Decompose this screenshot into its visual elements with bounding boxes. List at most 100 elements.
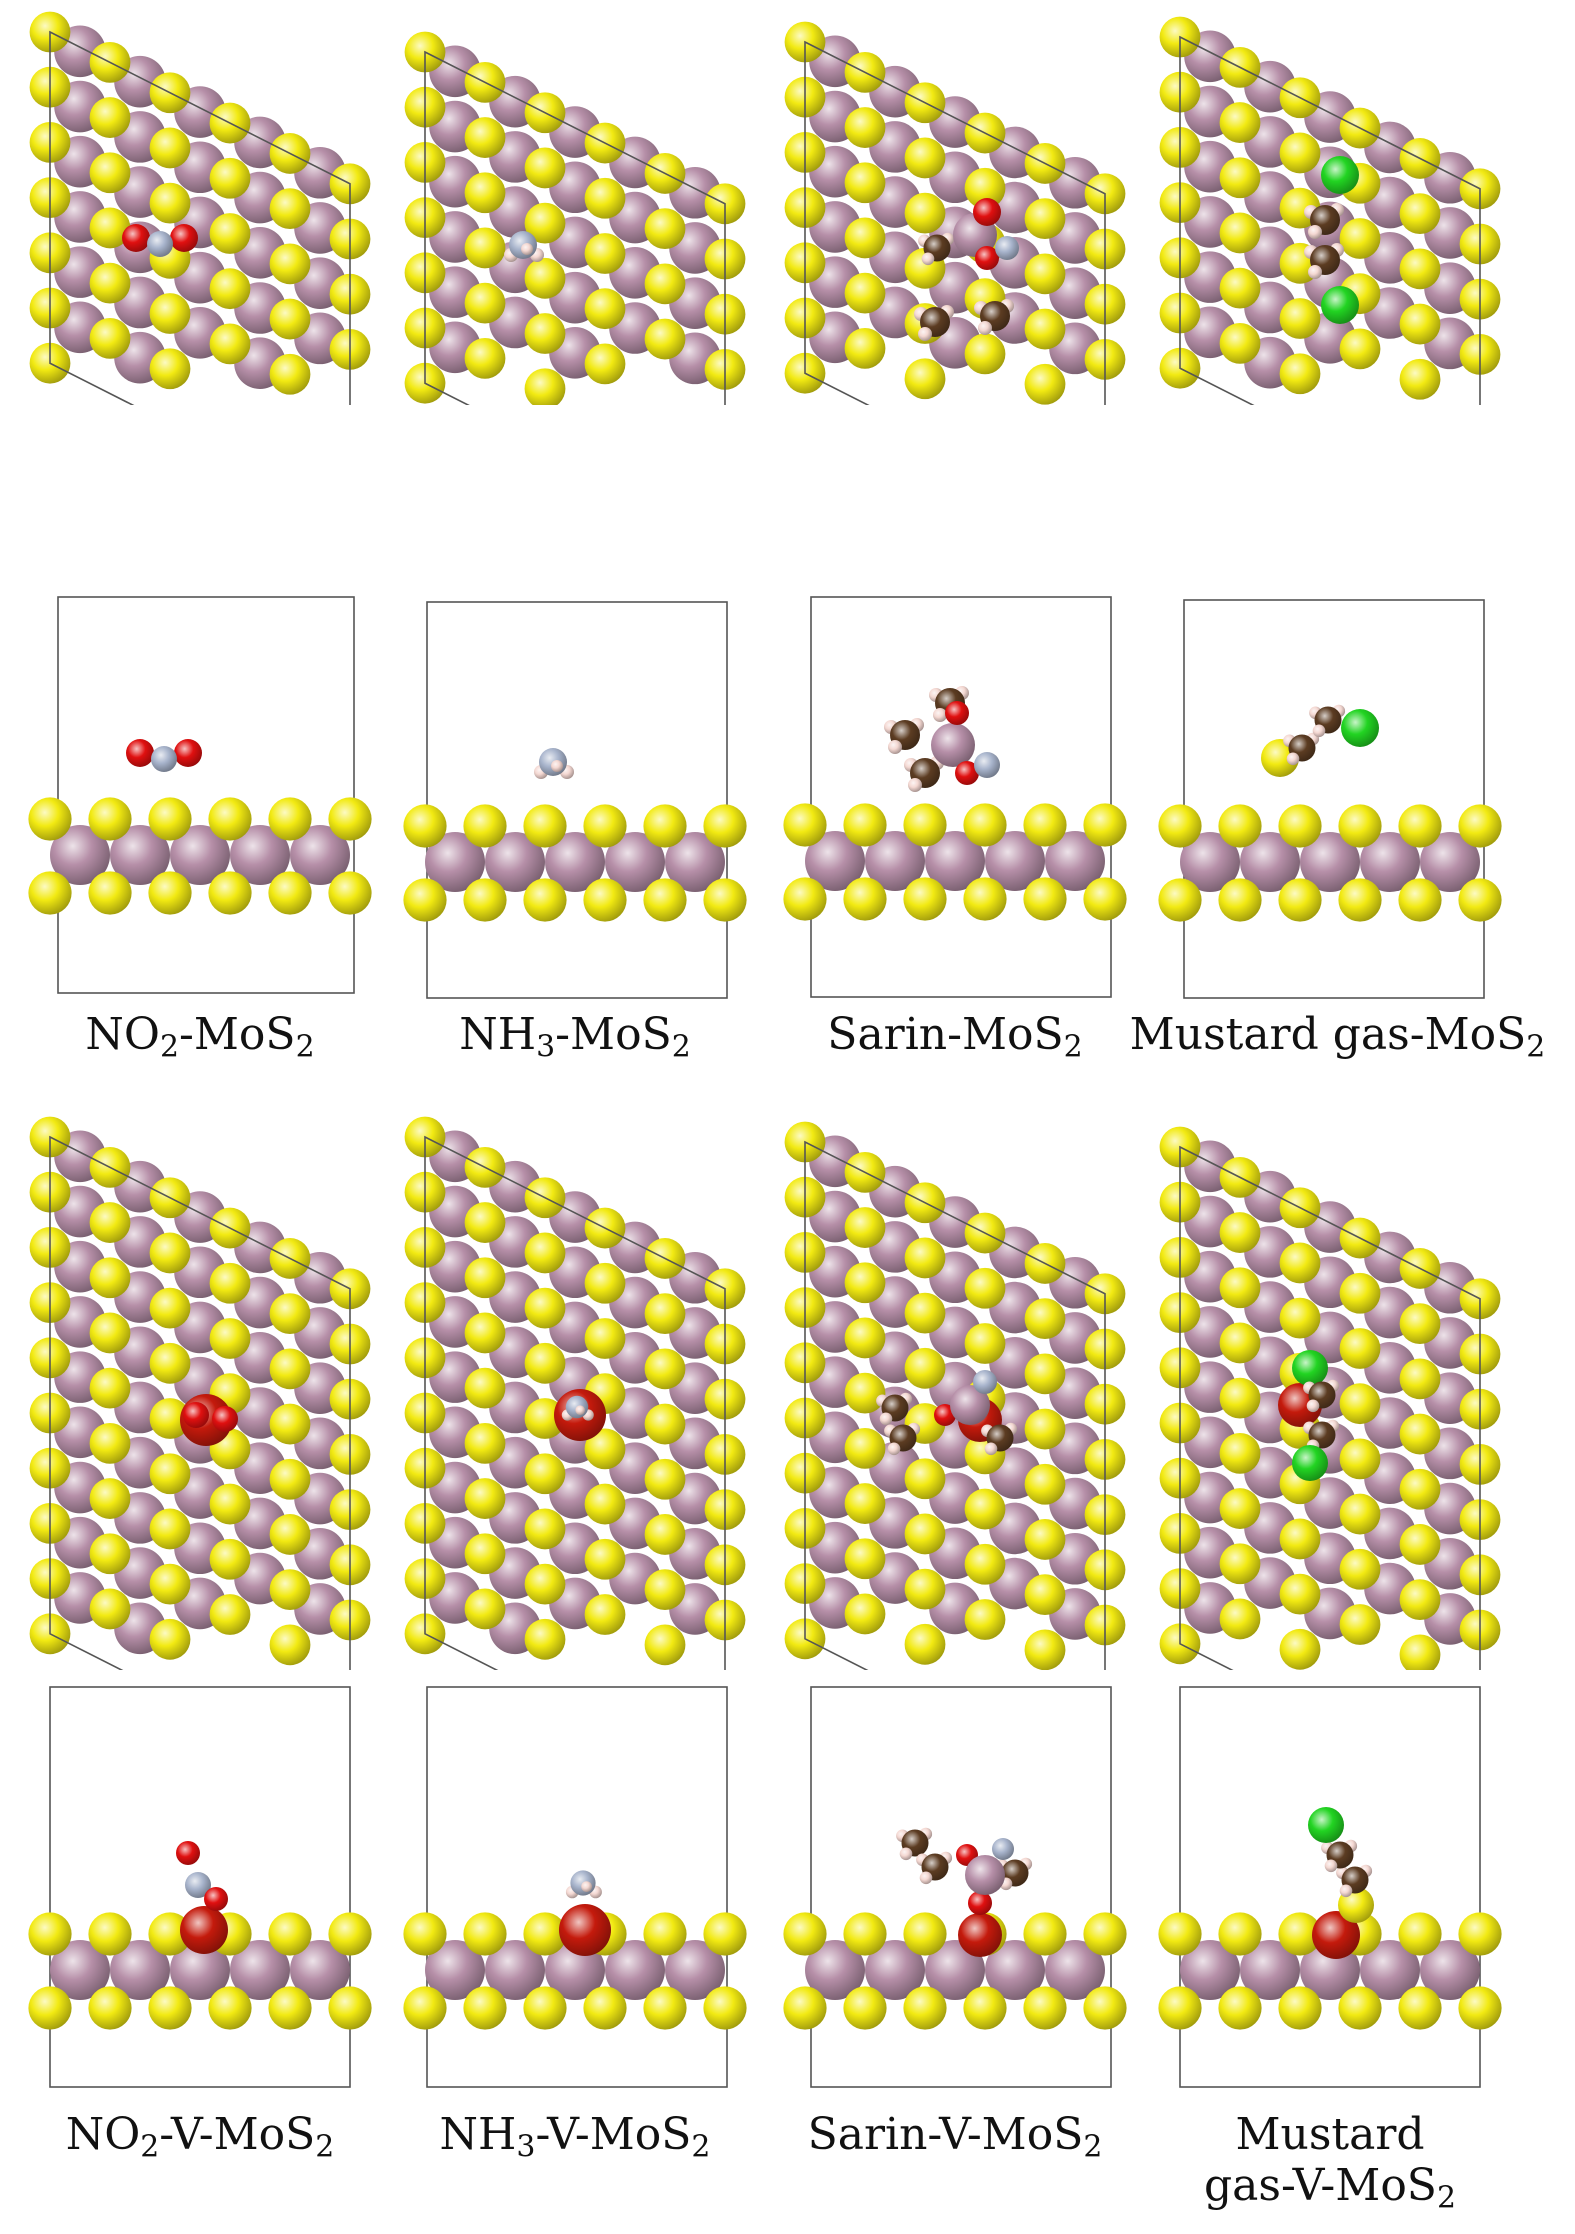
sulfur-atom [783,803,827,847]
molybdenum-atom [1180,832,1240,892]
top-view-svg [784,21,1126,405]
sulfur-atom [463,1986,507,2030]
sulfur-atom [844,1317,886,1359]
sulfur-atom [88,797,132,841]
sulfur-atom [1219,157,1261,199]
sulfur-atom [1398,804,1442,848]
sulfur-atom [524,313,566,354]
nitrogen-atom [995,236,1019,260]
molybdenum-atom [485,1940,545,2000]
sulfur-atom [268,797,312,841]
sulfur-atom [523,1986,567,2030]
sulfur-atom [903,1986,947,2030]
chlorine-atom [1321,156,1359,194]
sulfur-atom [1219,1377,1261,1419]
sulfur-atom [269,1569,311,1611]
sulfur-atom [584,1262,626,1304]
sulfur-atom [1083,1986,1127,2030]
hydrogen-atom [575,1405,585,1415]
sulfur-atom [1024,1463,1066,1505]
sulfur-atom [1083,803,1127,847]
side-view-svg [1158,599,1502,999]
hydrogen-atom [921,252,935,266]
sulfur-atom [584,1428,626,1470]
side-view-svg [783,1686,1127,2088]
sulfur-atom [89,317,131,359]
sulfur-atom [403,804,447,848]
hydrogen-atom [879,1412,893,1426]
sulfur-atom [1083,1912,1127,1956]
sulfur-atom [904,1347,946,1389]
sulfur-atom [1399,1358,1441,1400]
sulfur-atom [1279,1518,1321,1560]
unit-cell-outline [49,30,351,405]
sulfur-atom [644,1403,686,1445]
sulfur-atom [1339,1438,1381,1480]
molybdenum-atom [1240,1940,1300,2000]
sulfur-atom [524,257,566,299]
sulfur-atom [1279,1297,1321,1339]
sulfur-atom [88,871,132,915]
sulfur-atom [644,1624,686,1666]
sulfur-atom [1458,1986,1502,2030]
sulfur-atom [269,353,311,395]
top-view-sarin-mos2 [775,20,1135,405]
sulfur-atom [1024,1408,1066,1450]
sulfur-atom [149,1232,191,1274]
sulfur-atom [964,333,1006,375]
sulfur-atom [584,288,626,330]
molybdenum-atom [425,832,485,892]
sulfur-atom [643,1986,687,2030]
sulfur-atom [464,1533,506,1575]
sulfur-atom [644,1514,686,1555]
sulfur-atom [523,878,567,922]
oxygen-atom [126,739,154,767]
sulfur-atom [844,327,886,369]
sulfur-atom [28,1912,72,1956]
sulfur-atom [964,167,1006,209]
sulfur-atom [149,293,191,334]
sulfur-atom [843,803,887,847]
sulfur-atom [964,1488,1006,1530]
sulfur-atom [963,877,1007,921]
sulfur-atom [1083,877,1127,921]
sulfur-atom [1219,1488,1261,1529]
sulfur-atom [1398,878,1442,922]
caption-no2-mos2: NO2-MoS2 [20,1009,380,1062]
molybdenum-atom [985,831,1045,891]
sulfur-atom [1399,1413,1441,1455]
sulfur-atom [1278,1912,1322,1956]
sulfur-atom [1023,877,1067,921]
hydrogen-atom [551,760,563,772]
oxygen-atom [122,224,150,252]
side-view-mustard-mos2 [1150,598,1510,1000]
chlorine-atom [1292,1350,1328,1386]
molybdenum-atom [1360,832,1420,892]
molybdenum-atom [985,1940,1045,2000]
sulfur-atom [844,1372,886,1414]
hydrogen-atom [1339,1884,1353,1898]
unit-cell-outline [426,1686,728,2088]
sulfur-atom [89,1367,131,1409]
unit-cell-outline [49,1686,351,2088]
sulfur-atom [843,1986,887,2030]
sulfur-atom [703,878,747,922]
sulfur-atom [903,877,947,921]
caption-mustard-mos2: Mustard gas-MoS2 [1110,1009,1565,1062]
sulfur-atom [1278,1986,1322,2030]
oxygen-atom [212,1406,238,1432]
sulfur-atom [1218,878,1262,922]
molybdenum-atom [1045,831,1105,891]
molybdenum-atom [545,832,605,892]
sulfur-atom [524,1232,566,1274]
sulfur-atom [464,1367,506,1409]
oxygen-atom [934,1404,956,1426]
sulfur-atom [644,208,686,250]
molybdenum-atom [50,1940,110,2000]
sulfur-atom [1399,358,1441,400]
sulfur-atom [208,1986,252,2030]
sulfur-atom [148,797,192,841]
nitrogen-atom [973,1370,997,1394]
side-view-svg [28,596,372,994]
sulfur-atom [89,1312,131,1354]
